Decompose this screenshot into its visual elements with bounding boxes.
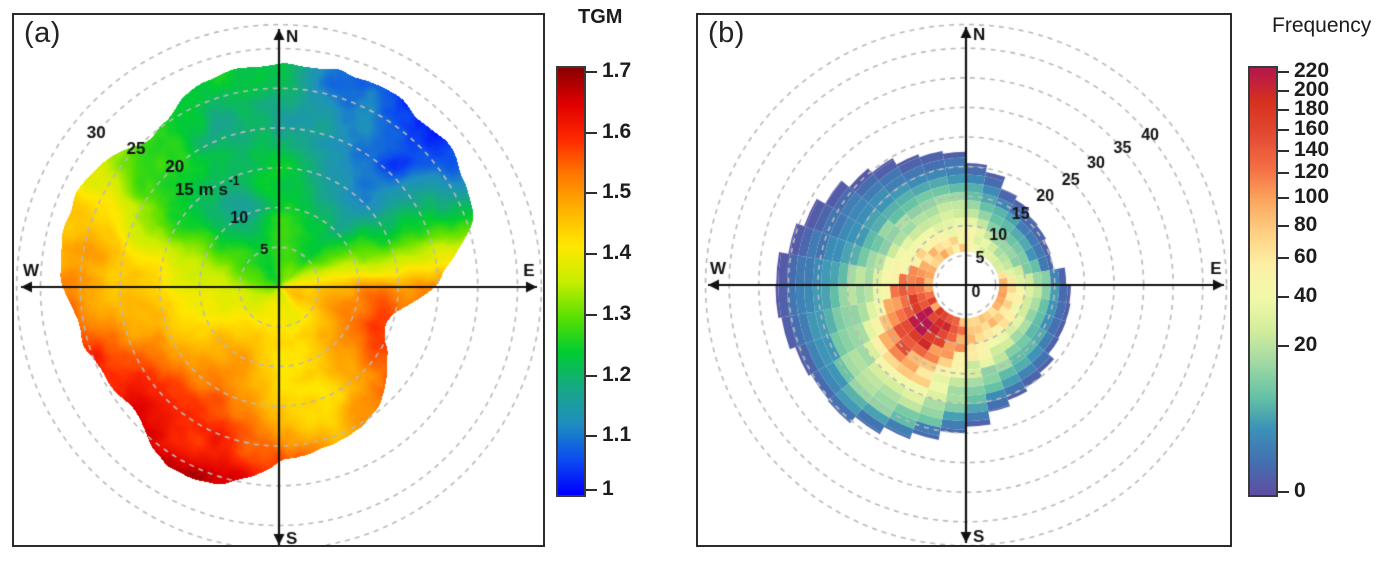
colorbar-tick-label: 60 (1294, 244, 1318, 268)
colorbar-tick (1278, 295, 1289, 298)
colorbar-tick (1278, 256, 1289, 259)
colorbar-tick (1278, 128, 1289, 131)
colorbar-tick (1278, 172, 1289, 175)
colorbar-tick-label: 0 (1294, 478, 1306, 502)
colorbar-tick-label: 20 (1294, 333, 1318, 357)
polar-plot-frequency (698, 15, 1230, 545)
colorbar-tick (1278, 89, 1289, 92)
colorbar-tick-label: 220 (1294, 59, 1330, 83)
colorbar-tick (586, 192, 597, 195)
colorbar-frequency-gradient (1248, 66, 1278, 497)
colorbar-tick (1278, 490, 1289, 493)
colorbar-tick (1278, 345, 1289, 348)
panel-a: (a) (12, 13, 545, 547)
colorbar-tick-label: 100 (1294, 184, 1330, 208)
panel-b-label: (b) (708, 17, 745, 49)
colorbar-tick-label: 1.5 (602, 180, 632, 204)
colorbar-tick-label: 1.1 (602, 423, 632, 447)
colorbar-b-title: Frequency (1272, 14, 1372, 37)
panel-b: (b) (696, 13, 1232, 547)
colorbar-tgm-gradient (556, 66, 586, 497)
colorbar-tick (1278, 149, 1289, 152)
polar-plot-tgm (14, 15, 543, 545)
colorbar-tick (586, 489, 597, 492)
colorbar-tick (586, 374, 597, 377)
panel-a-label: (a) (24, 17, 61, 49)
colorbar-tick (1278, 196, 1289, 199)
colorbar-tick-label: 180 (1294, 97, 1330, 121)
colorbar-tick-label: 140 (1294, 137, 1330, 161)
colorbar-tick-label: 1.6 (602, 119, 632, 143)
colorbar-tick (586, 435, 597, 438)
colorbar-tick-label: 80 (1294, 213, 1318, 237)
colorbar-tick-label: 1.4 (602, 241, 632, 265)
colorbar-tick (586, 131, 597, 134)
colorbar-tick (586, 253, 597, 256)
colorbar-a-title: TGM (578, 6, 623, 28)
colorbar-tick-label: 1 (602, 477, 614, 501)
colorbar-tick (1278, 109, 1289, 112)
colorbar-tick-label: 1.3 (602, 301, 632, 325)
colorbar-tick (586, 313, 597, 316)
colorbar-tick-label: 200 (1294, 77, 1330, 101)
colorbar-tick-label: 40 (1294, 283, 1318, 307)
colorbar-tick-label: 160 (1294, 116, 1330, 140)
colorbar-tick (586, 71, 597, 74)
colorbar-tick-label: 1.2 (602, 362, 632, 386)
colorbar-tick (1278, 225, 1289, 228)
colorbar-tick (1278, 71, 1289, 74)
colorbar-tick-label: 1.7 (602, 59, 632, 83)
colorbar-tick-label: 120 (1294, 160, 1330, 184)
